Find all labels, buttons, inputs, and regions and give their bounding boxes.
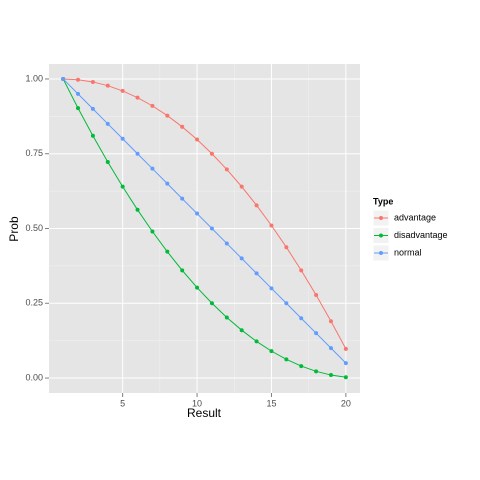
point bbox=[150, 103, 155, 108]
point bbox=[343, 375, 348, 380]
point bbox=[343, 346, 348, 351]
y-tick-label: 1.00 bbox=[25, 73, 43, 83]
series-line bbox=[63, 78, 347, 350]
y-axis-title: Prob bbox=[7, 216, 21, 242]
point bbox=[328, 346, 333, 351]
point bbox=[76, 106, 81, 111]
legend-label: disadvantage bbox=[394, 230, 448, 240]
point bbox=[165, 113, 170, 118]
point bbox=[254, 339, 259, 344]
point bbox=[195, 137, 200, 142]
legend-label: normal bbox=[394, 247, 422, 257]
point bbox=[269, 349, 274, 354]
legend-point bbox=[379, 216, 383, 220]
point bbox=[343, 361, 348, 366]
point bbox=[284, 301, 289, 306]
point bbox=[269, 223, 274, 228]
point bbox=[284, 357, 289, 362]
point bbox=[195, 211, 200, 216]
point bbox=[135, 95, 140, 100]
series-line bbox=[62, 78, 346, 378]
point bbox=[120, 88, 125, 93]
point bbox=[284, 245, 289, 250]
point bbox=[209, 151, 214, 156]
point bbox=[76, 77, 81, 82]
legend-title: Type bbox=[373, 196, 393, 206]
point bbox=[61, 76, 66, 81]
point bbox=[135, 151, 140, 156]
point bbox=[224, 315, 229, 320]
x-tick-label: 15 bbox=[266, 398, 276, 408]
point bbox=[105, 83, 110, 88]
point bbox=[180, 124, 185, 129]
point bbox=[135, 207, 140, 212]
point bbox=[314, 369, 319, 374]
point bbox=[239, 256, 244, 261]
point bbox=[195, 285, 200, 290]
point bbox=[299, 268, 304, 273]
point bbox=[150, 229, 155, 234]
point bbox=[180, 196, 185, 201]
point bbox=[90, 79, 95, 84]
legend-label: advantage bbox=[394, 212, 436, 222]
point bbox=[239, 328, 244, 333]
point bbox=[269, 286, 274, 291]
point bbox=[90, 133, 95, 138]
point bbox=[328, 373, 333, 378]
point bbox=[209, 301, 214, 306]
point bbox=[254, 203, 259, 208]
point bbox=[254, 271, 259, 276]
point bbox=[105, 121, 110, 126]
x-axis-title: Result bbox=[187, 406, 222, 420]
y-tick-label: 0.75 bbox=[25, 148, 43, 158]
point bbox=[239, 184, 244, 189]
point bbox=[328, 319, 333, 324]
y-tick-label: 0.00 bbox=[25, 372, 43, 382]
series-line bbox=[62, 78, 347, 364]
x-tick-label: 10 bbox=[192, 398, 202, 408]
point bbox=[90, 106, 95, 111]
point bbox=[165, 181, 170, 186]
point bbox=[209, 226, 214, 231]
point bbox=[76, 91, 81, 96]
legend-point bbox=[379, 251, 383, 255]
point bbox=[224, 167, 229, 172]
point bbox=[314, 331, 319, 336]
point bbox=[180, 268, 185, 273]
point bbox=[165, 249, 170, 254]
point bbox=[314, 293, 319, 298]
point bbox=[120, 184, 125, 189]
point bbox=[105, 159, 110, 164]
point bbox=[299, 364, 304, 369]
point bbox=[150, 166, 155, 171]
x-tick-label: 20 bbox=[341, 398, 351, 408]
x-tick-label: 5 bbox=[120, 398, 125, 408]
y-tick-label: 0.25 bbox=[25, 298, 43, 308]
point bbox=[299, 316, 304, 321]
legend-point bbox=[379, 233, 383, 238]
point bbox=[120, 136, 125, 141]
y-tick-label: 0.50 bbox=[25, 223, 43, 233]
point bbox=[224, 241, 229, 246]
